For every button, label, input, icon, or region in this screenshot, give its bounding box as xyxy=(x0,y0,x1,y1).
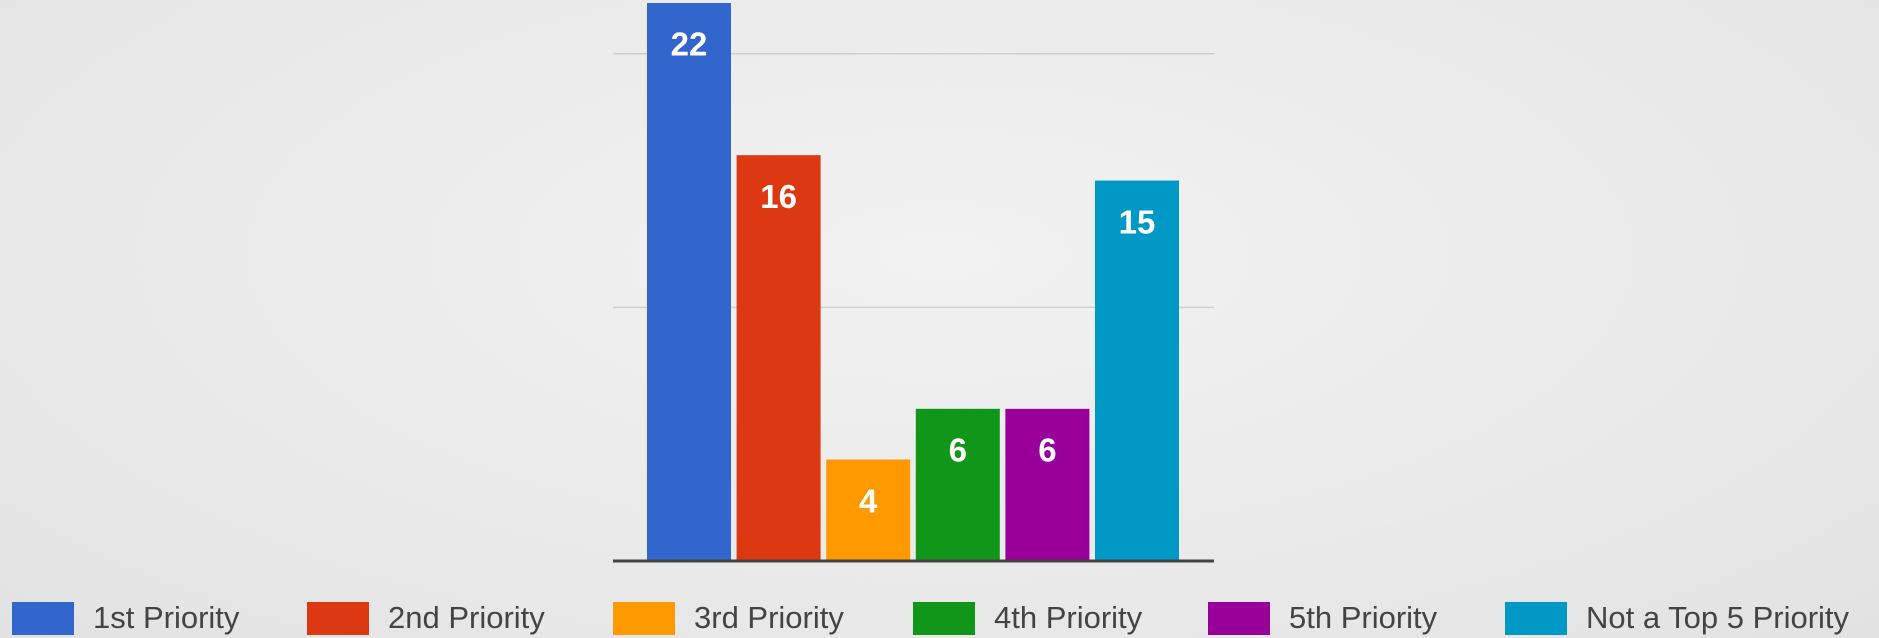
bar xyxy=(1005,408,1090,561)
legend-swatch xyxy=(1208,602,1270,635)
bar xyxy=(826,459,911,561)
legend-swatch xyxy=(1505,602,1567,635)
bar xyxy=(915,408,1000,561)
legend-label: 2nd Priority xyxy=(388,600,545,635)
data-label: 15 xyxy=(1119,203,1156,240)
legend-swatch xyxy=(613,602,675,635)
data-label: 16 xyxy=(760,178,797,215)
legend-swatch xyxy=(12,602,74,635)
legend-label: 5th Priority xyxy=(1289,600,1438,635)
bar xyxy=(736,155,821,561)
bar xyxy=(647,3,731,561)
bar xyxy=(1095,180,1179,561)
data-label: 4 xyxy=(859,482,878,519)
legend-label: 1st Priority xyxy=(93,600,240,635)
legend-swatch xyxy=(913,602,975,635)
legend-label: 3rd Priority xyxy=(694,600,844,635)
data-label: 22 xyxy=(671,26,708,63)
legend-swatch xyxy=(307,602,369,635)
legend-label: Not a Top 5 Priority xyxy=(1586,600,1850,635)
data-label: 6 xyxy=(1038,432,1056,469)
legend-label: 4th Priority xyxy=(994,600,1143,635)
data-label: 6 xyxy=(949,432,967,469)
